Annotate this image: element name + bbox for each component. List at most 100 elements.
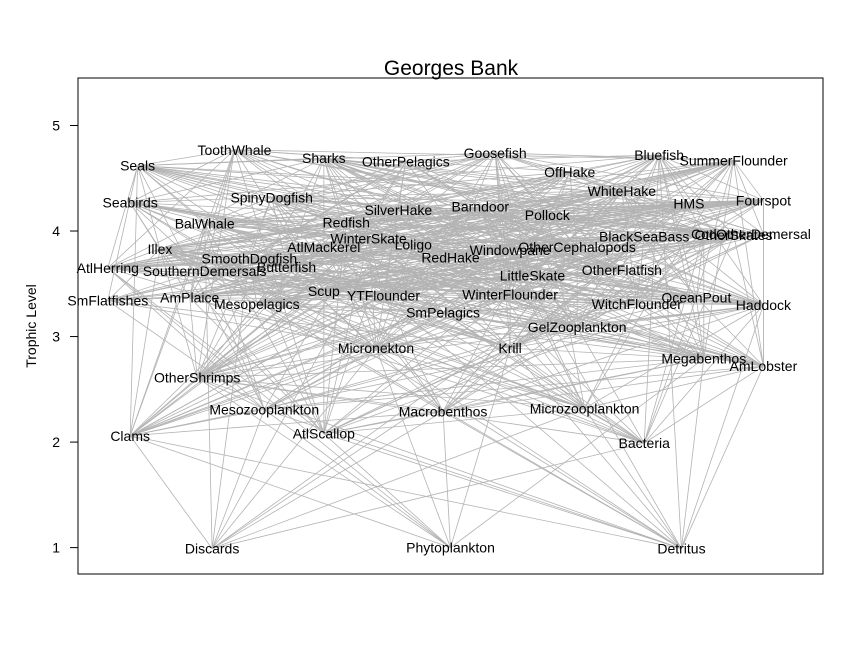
node-label: Seabirds <box>103 195 158 211</box>
trophic-link <box>211 411 444 550</box>
trophic-link <box>107 165 138 301</box>
trophic-link <box>256 257 451 305</box>
trophic-link <box>688 160 734 204</box>
node-label-layer: Seals ToothWhale Sharks OtherPelagics Goosef… <box>67 142 811 557</box>
node-label: AtlHerring <box>77 260 139 276</box>
trophic-link <box>130 154 660 203</box>
trophic-link <box>375 347 645 444</box>
node-label: WitchFlounder <box>592 296 683 312</box>
trophic-link <box>204 190 622 225</box>
trophic-link <box>264 358 704 410</box>
trophic-link <box>189 238 369 298</box>
trophic-link <box>323 238 369 434</box>
node-label: Discards <box>185 541 239 557</box>
trophic-link <box>271 196 325 248</box>
node-label: Loligo <box>395 237 433 253</box>
y-tick-label: 1 <box>52 540 60 556</box>
trophic-link <box>130 411 444 437</box>
node-label: Mesozooplankton <box>209 401 319 417</box>
trophic-link <box>346 222 645 237</box>
trophic-link <box>271 196 689 204</box>
trophic-link <box>375 246 578 349</box>
trophic-link <box>107 267 325 434</box>
node-label: Butterfish <box>257 259 316 275</box>
trophic-link <box>107 209 399 269</box>
trophic-link <box>509 347 682 549</box>
node-label: GelZooplankton <box>528 319 627 335</box>
trophic-link <box>681 304 764 549</box>
node-label: Barndoor <box>452 199 510 215</box>
trophic-link <box>256 303 585 409</box>
trophic-link <box>442 311 704 360</box>
trophic-link <box>443 297 697 313</box>
trophic-link <box>204 223 324 248</box>
trophic-link <box>107 249 511 269</box>
trophic-link <box>130 157 324 203</box>
trophic-link <box>577 246 764 306</box>
trophic-link <box>271 196 578 248</box>
trophic-link <box>107 159 734 302</box>
trophic-link <box>189 297 377 349</box>
trophic-link <box>375 297 697 349</box>
trophic-link <box>249 258 444 313</box>
trophic-link <box>442 411 682 550</box>
trophic-link <box>264 249 511 410</box>
trophic-link <box>197 274 533 379</box>
trophic-link <box>248 258 325 434</box>
trophic-link <box>256 209 399 305</box>
trophic-link <box>375 347 585 409</box>
trophic-link <box>621 269 705 359</box>
node-label: SummerFlounder <box>680 152 788 168</box>
trophic-link <box>442 411 451 548</box>
node-label: OtherCephalopods <box>518 239 636 255</box>
trophic-link <box>130 347 377 437</box>
y-tick-label: 4 <box>52 223 60 239</box>
node-label: LittleSkate <box>500 267 566 283</box>
node-label: OffHake <box>544 164 595 180</box>
trophic-link <box>129 223 206 436</box>
node-label: Microzooplankton <box>530 400 640 416</box>
node-label: WhiteHake <box>588 183 657 199</box>
trophic-link <box>159 222 347 250</box>
trophic-link <box>442 347 511 412</box>
node-label: Macrobenthos <box>399 403 488 419</box>
trophic-link <box>264 409 451 548</box>
trophic-link <box>107 248 161 301</box>
trophic-link <box>442 365 764 412</box>
trophic-link <box>211 347 511 550</box>
node-label: OtherShrimps <box>154 370 240 386</box>
trophic-link <box>137 165 764 201</box>
trophic-link <box>547 200 764 216</box>
trophic-link <box>196 377 451 548</box>
node-label: SilverHake <box>364 202 432 218</box>
trophic-link <box>204 214 548 225</box>
trophic-link <box>442 235 645 412</box>
trophic-link <box>494 152 511 251</box>
trophic-link <box>129 435 213 549</box>
trophic-link <box>271 190 622 198</box>
trophic-link <box>375 347 682 550</box>
trophic-link <box>159 200 764 250</box>
y-tick-label: 3 <box>52 329 60 345</box>
y-axis: 1 2 3 4 5 <box>52 117 78 556</box>
trophic-link <box>137 152 496 166</box>
node-label: YTFlounder <box>347 287 420 303</box>
trophic-link <box>197 303 637 379</box>
node-label: Illex <box>147 241 172 257</box>
trophic-link <box>443 303 637 313</box>
node-label: Scup <box>308 283 340 299</box>
trophic-link <box>204 196 272 225</box>
trophic-link <box>569 171 690 204</box>
trophic-link <box>323 233 764 292</box>
trophic-link <box>286 200 764 268</box>
trophic-link <box>383 159 734 296</box>
node-label: OtherPelagics <box>362 153 450 169</box>
trophic-link <box>681 358 705 549</box>
trophic-link <box>733 160 764 367</box>
trophic-link <box>189 233 704 298</box>
trophic-link <box>532 235 645 276</box>
trophic-link <box>375 348 451 548</box>
node-label: Clams <box>110 428 150 444</box>
trophic-link <box>197 293 511 379</box>
trophic-link <box>204 223 444 313</box>
